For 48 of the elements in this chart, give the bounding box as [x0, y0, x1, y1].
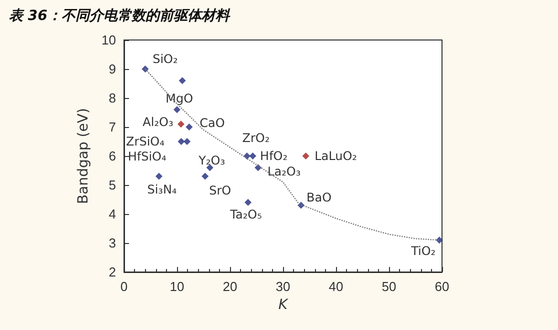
point	[244, 198, 252, 206]
x-tick-label: 0	[120, 279, 128, 294]
x-tick-label: 60	[434, 279, 450, 294]
point	[186, 124, 193, 130]
x-tick-label: 40	[328, 279, 344, 294]
y-tick-label: 10	[102, 32, 116, 48]
point	[249, 152, 256, 160]
y-tick-label: 7	[108, 120, 116, 134]
annotation: MgO	[166, 92, 194, 106]
point	[178, 138, 185, 145]
annotation: TiO₂	[410, 244, 436, 258]
point	[302, 152, 310, 160]
annotation: Al₂O₃	[142, 115, 174, 130]
x-tick-label: 20	[222, 279, 238, 294]
x-tick-label: 10	[170, 279, 184, 294]
annotation: LaLuO₂	[314, 149, 358, 163]
x-tick-label: 50	[382, 279, 396, 294]
x-tick-label: 30	[276, 279, 290, 294]
point	[155, 172, 162, 180]
point	[174, 106, 180, 114]
annotation: BaO	[306, 190, 332, 204]
annotation: ZrO₂	[242, 131, 270, 145]
point	[178, 77, 186, 84]
y-tick-label: 2	[108, 264, 116, 280]
annotation: HfO₂	[260, 149, 288, 163]
chart-title: 表 36：不同介电常数的前驱体材料	[9, 8, 230, 24]
x-axis-title: K	[278, 296, 290, 313]
annotation: CaO	[200, 116, 225, 130]
y-axis-title: Bandgap (eV)	[76, 108, 92, 204]
y-tick-label: 6	[108, 148, 116, 164]
annotation: SrO	[209, 183, 232, 198]
annotation: Si₃N₄	[147, 182, 177, 196]
point	[142, 66, 149, 72]
annotation: Y₂O₃	[198, 154, 226, 168]
y-tick-label: 5	[108, 178, 116, 192]
y-tick-label: 9	[108, 62, 116, 76]
annotation: ZrSiO₄	[126, 134, 165, 148]
annotation: SiO₂	[152, 52, 178, 66]
y-tick-label: 3	[108, 236, 116, 250]
point	[177, 120, 184, 128]
point	[436, 236, 443, 244]
point	[202, 172, 209, 180]
annotation: La₂O₃	[268, 164, 301, 179]
y-tick-label: 4	[108, 206, 116, 222]
annotation: HfSiO₄	[128, 150, 166, 164]
point	[184, 138, 191, 145]
annotation: Ta₂O₅	[229, 207, 262, 222]
y-tick-label: 8	[108, 90, 116, 106]
